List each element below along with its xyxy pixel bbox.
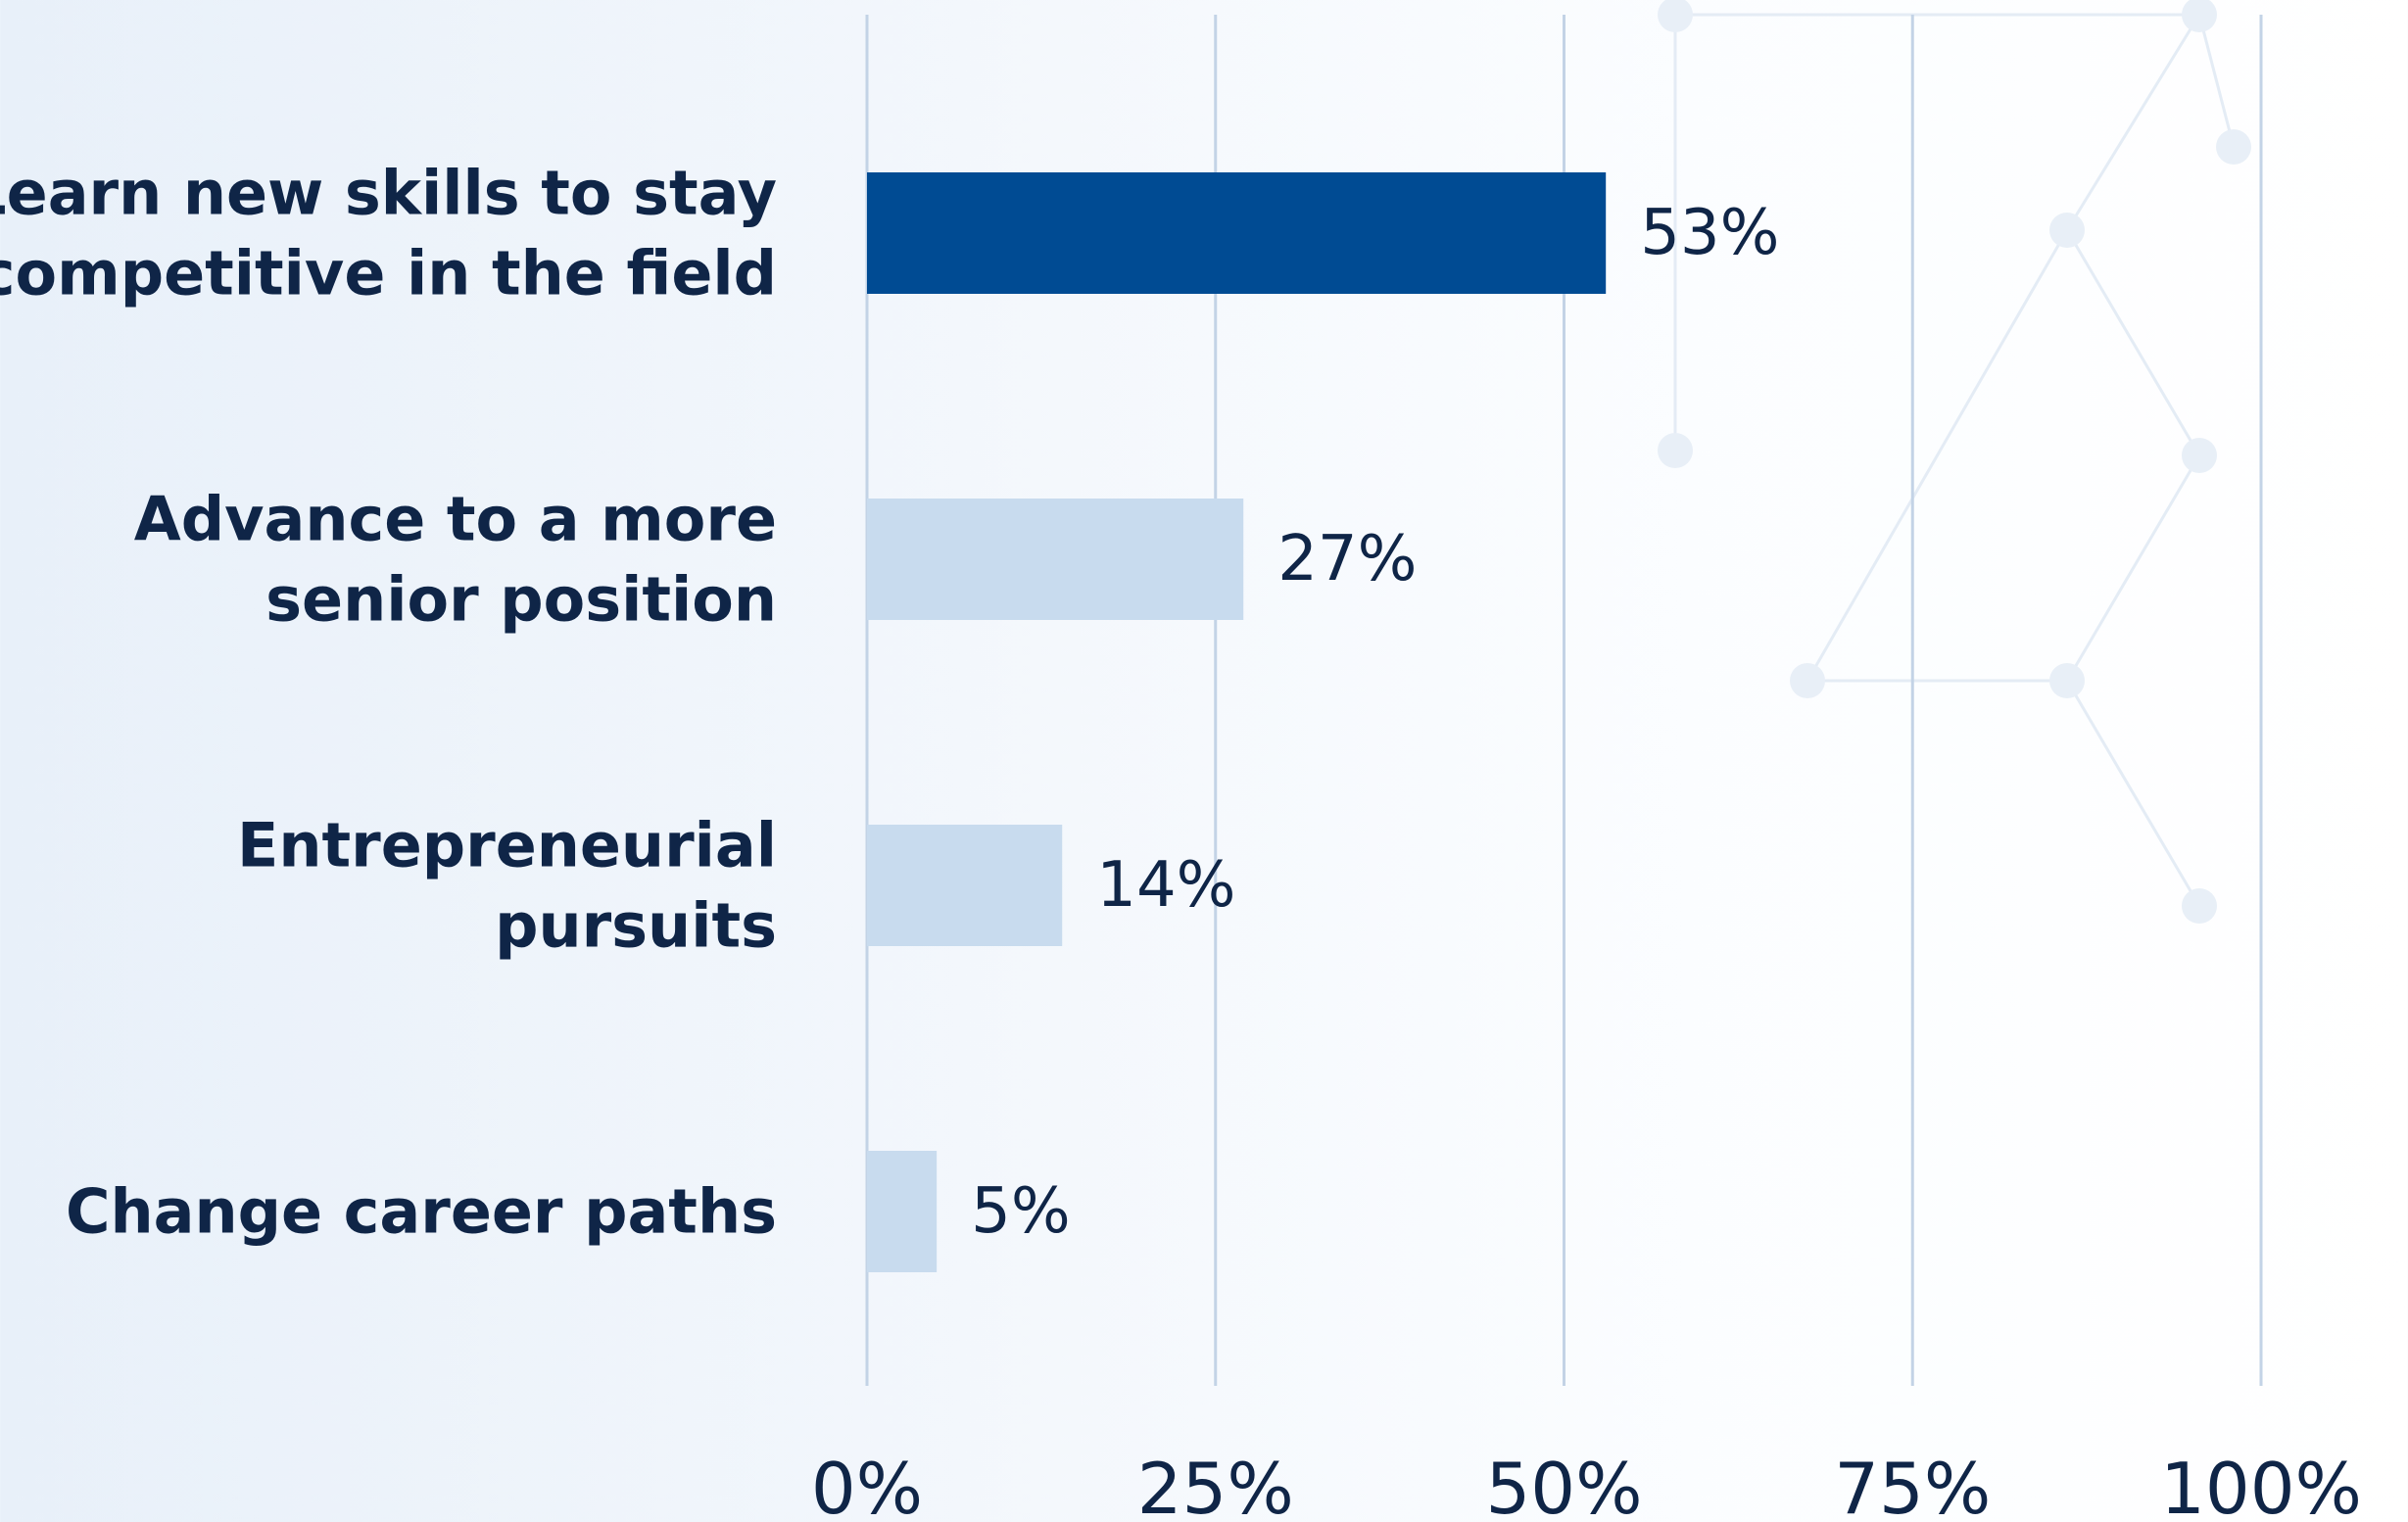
category-label: Learn new skills to stay competitive in t… bbox=[0, 158, 777, 309]
decor-line bbox=[1806, 229, 2069, 682]
decor-node bbox=[2182, 888, 2217, 924]
value-label: 27% bbox=[1277, 523, 1417, 595]
decor-node bbox=[1790, 663, 1825, 698]
decor-node bbox=[2049, 663, 2085, 698]
category-label: Entrepreneurial pursuits bbox=[237, 810, 777, 962]
bar bbox=[867, 1151, 938, 1272]
decor-node bbox=[2049, 213, 2085, 248]
x-tick-label: 50% bbox=[1485, 1448, 1642, 1518]
category-label: Change career paths bbox=[66, 1176, 777, 1248]
bar bbox=[867, 172, 1607, 294]
category-label-line: competitive in the field bbox=[0, 238, 777, 309]
decor-node bbox=[2182, 438, 2217, 473]
decor-node bbox=[2216, 129, 2251, 165]
decor-node bbox=[1658, 433, 1693, 468]
category-label-line: Advance to a more bbox=[134, 484, 777, 555]
value-label: 5% bbox=[971, 1175, 1071, 1248]
x-axis-tick-labels: 0% 25% 50% 75% 100% bbox=[811, 1448, 2362, 1522]
category-label-line: Change career paths bbox=[66, 1176, 777, 1248]
category-label-line: senior position bbox=[265, 564, 777, 636]
decor-line bbox=[2197, 14, 2236, 148]
decor-line bbox=[2065, 454, 2201, 682]
value-label: 53% bbox=[1640, 197, 1779, 269]
decor-line bbox=[2065, 680, 2201, 907]
category-label: Advance to a more senior position bbox=[134, 484, 777, 636]
value-labels: 53% 27% 14% 5% bbox=[971, 197, 1779, 1248]
x-tick-label: 0% bbox=[811, 1448, 923, 1518]
background-network-decoration bbox=[1658, 0, 2251, 924]
x-tick-label: 100% bbox=[2160, 1448, 2362, 1518]
bar bbox=[867, 499, 1244, 620]
x-tick-label: 25% bbox=[1137, 1448, 1294, 1518]
decor-line bbox=[2065, 229, 2201, 456]
bar bbox=[867, 825, 1063, 946]
category-labels: Learn new skills to stay competitive in t… bbox=[0, 158, 777, 1248]
category-label-line: Learn new skills to stay bbox=[0, 158, 777, 229]
category-label-line: Entrepreneurial bbox=[237, 810, 777, 881]
category-label-line: pursuits bbox=[495, 890, 777, 962]
bars bbox=[867, 172, 1607, 1272]
decor-node bbox=[1658, 0, 1693, 32]
x-tick-label: 75% bbox=[1834, 1448, 1991, 1518]
value-label: 14% bbox=[1096, 849, 1235, 922]
decor-line bbox=[2065, 14, 2201, 231]
decor-node bbox=[2182, 0, 2217, 32]
